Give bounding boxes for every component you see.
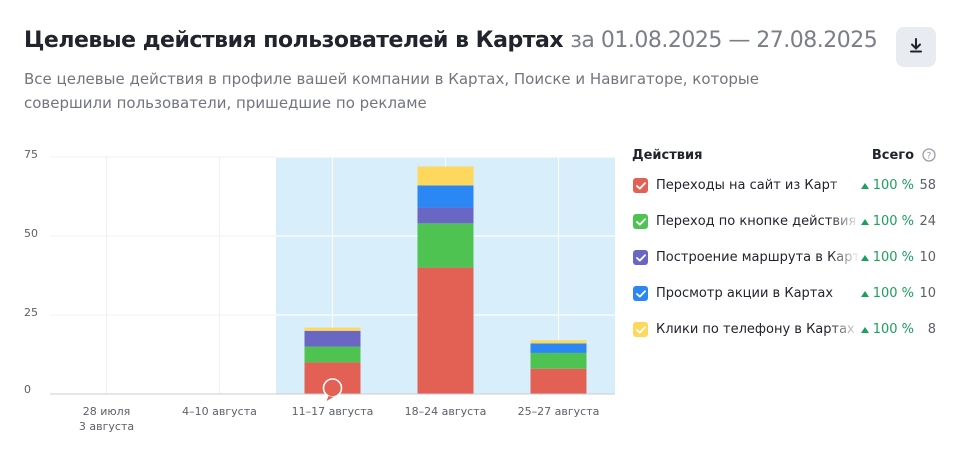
checkbox-checked-icon[interactable] [633, 250, 648, 265]
legend-item-name: Клики по телефону в Картах [656, 322, 855, 337]
legend-actions-heading: Действия [632, 148, 703, 163]
bar-segment [304, 327, 361, 331]
arrow-up-icon [860, 182, 869, 189]
legend-item-delta-value: 100 % [872, 286, 914, 301]
y-tick-label: 75 [24, 148, 38, 161]
title-text: Целевые действия пользователей в Картах [24, 28, 564, 53]
download-icon [909, 37, 923, 57]
x-tick-label: 4–10 августа [182, 405, 257, 418]
legend-item-delta: 100 % [860, 250, 914, 265]
legend-item-delta: 100 % [860, 214, 914, 229]
arrow-up-icon [860, 254, 869, 261]
stacked-bar-chart: 0 25 50 75 28 июля 3 августа 4–10 августа 11–17… [24, 148, 615, 433]
legend-total-heading: Всего [871, 148, 914, 163]
legend-item-total: 10 [919, 250, 936, 265]
x-tick-label: 18–24 августа [405, 405, 487, 418]
bar-segment [417, 223, 474, 268]
legend-item-total: 8 [927, 322, 936, 337]
legend-item-name: Просмотр акции в Картах [656, 286, 834, 301]
arrow-up-icon [860, 290, 869, 297]
legend-item-name: Построение маршрута в Картах [656, 250, 860, 265]
legend-item-delta: 100 % [860, 322, 914, 337]
legend-item-delta-value: 100 % [872, 322, 914, 337]
x-tick-label: 28 июля 3 августа [79, 405, 134, 433]
bar-segment [417, 267, 474, 394]
legend-item-delta-value: 100 % [872, 178, 914, 193]
legend-item[interactable]: Просмотр акции в Картах 100 % 10 [632, 274, 938, 310]
bar-segment [304, 330, 361, 347]
annotation-marker-icon [322, 378, 343, 398]
checkbox-checked-icon[interactable] [633, 214, 648, 229]
bar-segment [417, 207, 474, 224]
checkbox-checked-icon[interactable] [633, 322, 648, 337]
page-title: Целевые действия пользователей в Картах … [24, 28, 878, 53]
x-tick-label: 25–27 августа [518, 405, 600, 418]
bar-segment [530, 340, 587, 344]
legend-item[interactable]: Переход по кнопке действия в Картах 100 %… [632, 202, 938, 238]
bar-segment [530, 343, 587, 353]
question-circle-icon[interactable]: ? [922, 148, 936, 166]
y-tick-label: 0 [24, 383, 31, 396]
page-subtitle: Все целевые действия в профиле вашей ком… [24, 70, 759, 112]
bar-segment [417, 166, 474, 186]
download-button[interactable] [896, 27, 936, 67]
checkbox-checked-icon[interactable] [633, 178, 648, 193]
legend-item[interactable]: Клики по телефону в Картах 100 % 8 [632, 310, 938, 346]
arrow-up-icon [860, 218, 869, 225]
legend-item-total: 24 [919, 214, 936, 229]
bar-segment [530, 368, 587, 394]
legend-item[interactable]: Переходы на сайт из Карт 100 % 58 [632, 166, 938, 202]
legend-item-total: 10 [919, 286, 936, 301]
y-tick-label: 25 [24, 306, 38, 319]
legend-item-delta-value: 100 % [872, 250, 914, 265]
bar-segment [417, 185, 474, 208]
legend-item[interactable]: Построение маршрута в Картах 100 % 10 [632, 238, 938, 274]
legend-item-name: Переход по кнопке действия в Картах [656, 214, 860, 229]
legend-header: Действия Всего ? [632, 146, 938, 166]
legend-item-delta: 100 % [860, 286, 914, 301]
legend: Действия Всего ? Переходы на сайт из Кар… [632, 146, 938, 346]
legend-item-total: 58 [919, 178, 936, 193]
arrow-up-icon [860, 326, 869, 333]
period-text: за 01.08.2025 — 27.08.2025 [570, 28, 878, 53]
svg-text:?: ? [927, 151, 932, 161]
legend-item-name: Переходы на сайт из Карт [656, 178, 838, 193]
legend-item-delta: 100 % [860, 178, 914, 193]
bar-segment [304, 346, 361, 363]
bar-segment [530, 352, 587, 369]
y-tick-label: 50 [24, 227, 38, 240]
checkbox-checked-icon[interactable] [633, 286, 648, 301]
legend-item-delta-value: 100 % [872, 214, 914, 229]
x-tick-label: 11–17 августа [292, 405, 374, 418]
annotation-marker-tail [326, 396, 334, 401]
